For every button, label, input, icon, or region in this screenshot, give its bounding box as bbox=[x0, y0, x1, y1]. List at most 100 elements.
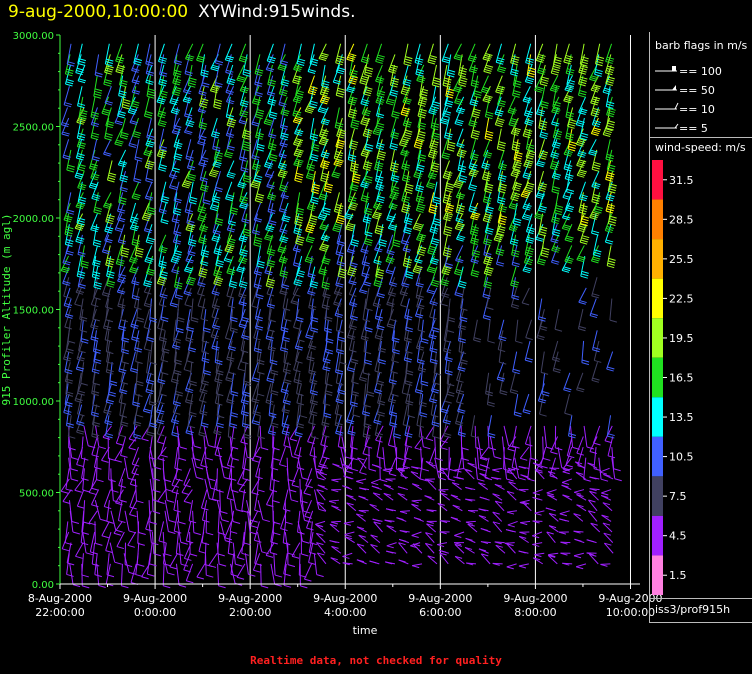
barb-feather bbox=[350, 140, 359, 144]
barb-staff bbox=[294, 330, 302, 349]
barb-feather bbox=[133, 436, 141, 440]
barb-staff bbox=[371, 478, 382, 484]
barb-feather bbox=[318, 465, 326, 469]
barb-feather bbox=[221, 519, 229, 523]
barb-staff bbox=[118, 255, 123, 277]
barb-feather bbox=[218, 563, 227, 567]
barb-feather bbox=[360, 250, 368, 254]
barb-feather bbox=[158, 113, 166, 117]
barb-staff bbox=[183, 553, 191, 571]
barb-feather bbox=[77, 137, 85, 141]
barb-feather bbox=[211, 239, 219, 243]
barb-feather bbox=[174, 250, 182, 253]
wind-barb bbox=[362, 298, 371, 323]
barb-feather bbox=[335, 146, 343, 149]
barb-feather bbox=[239, 59, 247, 63]
barb-feather bbox=[241, 86, 250, 90]
barb-staff bbox=[314, 489, 320, 510]
barb-feather bbox=[61, 268, 70, 272]
barb-feather bbox=[305, 485, 313, 489]
barb-feather bbox=[144, 212, 152, 216]
barb-feather bbox=[88, 491, 97, 495]
barb-staff bbox=[309, 117, 315, 139]
barb-feather bbox=[94, 284, 102, 288]
barb-feather bbox=[77, 187, 85, 191]
barb-feather bbox=[293, 154, 302, 158]
wind-barb bbox=[257, 500, 270, 523]
barb-feather bbox=[78, 60, 86, 64]
barb-feather bbox=[161, 219, 169, 222]
barb-feather bbox=[214, 189, 223, 193]
barb-staff bbox=[386, 542, 397, 547]
barb-feather bbox=[321, 153, 329, 157]
barb-staff bbox=[184, 255, 193, 271]
barb-feather bbox=[405, 217, 413, 221]
barb-feather bbox=[210, 68, 218, 72]
wind-barb bbox=[385, 478, 396, 482]
barb-staff bbox=[348, 330, 355, 351]
wind-barb bbox=[321, 404, 330, 428]
barb-feather bbox=[158, 97, 166, 101]
wind-barb bbox=[239, 96, 249, 118]
barb-feather bbox=[66, 239, 74, 243]
barb-staff bbox=[279, 171, 286, 190]
barb-staff bbox=[130, 563, 137, 583]
barb-feather bbox=[131, 282, 139, 286]
barb-feather bbox=[212, 304, 221, 308]
wind-barb bbox=[396, 517, 407, 522]
wind-barb bbox=[397, 492, 408, 501]
barb-feather bbox=[212, 290, 220, 294]
barb-feather bbox=[347, 432, 355, 436]
barb-feather bbox=[92, 195, 100, 199]
barb-feather bbox=[198, 208, 206, 212]
barb-feather bbox=[364, 359, 373, 363]
wind-barb bbox=[287, 542, 296, 568]
barb-feather bbox=[79, 111, 88, 115]
barb-feather bbox=[174, 467, 182, 471]
barb-staff bbox=[365, 287, 370, 309]
barb-staff bbox=[81, 553, 84, 575]
wind-barb bbox=[379, 457, 388, 483]
wind-barb bbox=[253, 521, 262, 543]
barb-feather bbox=[172, 90, 181, 94]
barb-feather bbox=[172, 167, 180, 171]
barb-feather bbox=[120, 454, 128, 458]
wind-barb bbox=[228, 457, 237, 481]
barb-staff bbox=[77, 43, 83, 64]
barb-feather bbox=[281, 111, 289, 115]
wind-barb bbox=[204, 457, 216, 482]
barb-feather bbox=[133, 193, 141, 197]
barb-feather bbox=[154, 466, 162, 470]
barb-staff bbox=[260, 563, 262, 586]
barb-feather bbox=[81, 340, 89, 344]
barb-feather bbox=[107, 270, 115, 274]
barb-staff bbox=[173, 128, 181, 147]
barb-feather bbox=[62, 500, 71, 504]
wind-barb bbox=[144, 181, 154, 201]
barb-feather bbox=[226, 101, 234, 105]
barb-feather bbox=[77, 420, 85, 424]
barb-feather bbox=[135, 156, 143, 160]
barb-staff bbox=[241, 319, 248, 338]
wind-barb bbox=[284, 500, 293, 525]
barb-staff bbox=[63, 393, 70, 413]
wind-barb bbox=[282, 287, 291, 311]
wind-barb bbox=[295, 192, 305, 216]
barb-staff bbox=[214, 383, 221, 404]
barb-feather bbox=[77, 273, 85, 277]
wind-barb bbox=[335, 43, 345, 66]
barb-feather bbox=[113, 532, 122, 536]
barb-staff bbox=[114, 213, 123, 230]
barb-feather bbox=[202, 82, 210, 86]
barb-feather bbox=[336, 92, 344, 96]
barb-feather bbox=[241, 510, 249, 514]
barb-staff bbox=[279, 255, 286, 276]
barb-feather bbox=[240, 102, 249, 106]
barb-staff bbox=[168, 170, 177, 188]
barb-feather bbox=[241, 202, 249, 206]
barb-staff bbox=[203, 425, 209, 446]
wind-barb bbox=[229, 510, 238, 534]
barb-staff bbox=[160, 436, 167, 456]
barb-feather bbox=[119, 199, 127, 203]
barb-staff bbox=[287, 436, 293, 457]
